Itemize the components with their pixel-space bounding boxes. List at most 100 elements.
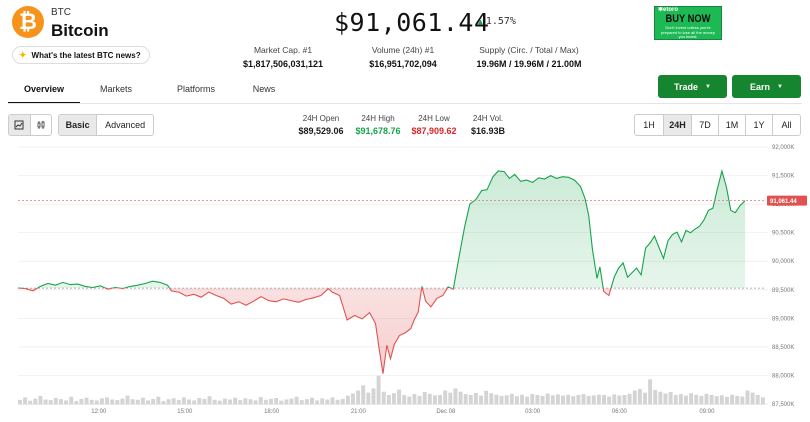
- stat-label: Supply (Circ. / Total / Max): [479, 45, 579, 55]
- volume-bar: [643, 392, 647, 404]
- y-tick-label: 88,500K: [772, 345, 794, 351]
- range-1m-button[interactable]: 1M: [718, 115, 745, 135]
- candlestick-icon[interactable]: [29, 115, 51, 135]
- volume-bar: [668, 392, 673, 404]
- ad-cta: BUY NOW: [665, 13, 711, 25]
- volume-bar: [207, 396, 212, 404]
- volume-bar: [356, 390, 361, 404]
- volume-bar: [187, 399, 191, 404]
- volume-bar: [43, 399, 48, 404]
- volume-bar: [140, 397, 145, 404]
- volume-bar: [622, 395, 627, 404]
- volume-bar: [581, 394, 586, 404]
- volume-bar: [330, 397, 335, 404]
- volume-bar: [535, 395, 540, 404]
- volume-bar: [443, 390, 448, 404]
- ohlc-high: 24H High $91,678.76: [347, 114, 409, 136]
- volume-bar: [448, 392, 453, 404]
- ad-disclaimer: Don't invest unless you're prepared to l…: [661, 25, 715, 39]
- volume-stat: Volume (24h) #1 $16,951,702,094: [348, 45, 458, 69]
- etoro-ad-banner[interactable]: ✱etoro BUY NOW Don't invest unless you'r…: [654, 6, 722, 40]
- volume-bar: [422, 392, 427, 404]
- volume-bar: [617, 395, 622, 404]
- news-button[interactable]: ✦ What's the latest BTC news?: [12, 46, 150, 64]
- basic-mode-button[interactable]: Basic: [59, 115, 97, 135]
- volume-bar: [719, 395, 724, 404]
- volume-bar: [591, 395, 596, 404]
- volume-bar: [197, 398, 202, 404]
- volume-bar: [340, 398, 345, 404]
- tab-news[interactable]: News: [252, 84, 276, 94]
- volume-bar: [576, 395, 581, 404]
- volume-bar: [115, 400, 120, 404]
- chevron-down-icon: ▼: [777, 83, 783, 90]
- y-tick-label: 91,500K: [772, 174, 794, 180]
- tab-markets[interactable]: Markets: [99, 84, 132, 94]
- range-24h-button[interactable]: 24H: [663, 115, 691, 135]
- advanced-mode-button[interactable]: Advanced: [96, 115, 153, 135]
- volume-bar: [453, 388, 458, 404]
- volume-bar: [596, 394, 601, 404]
- volume-bar: [704, 393, 709, 404]
- volume-bar: [514, 396, 519, 404]
- volume-bar: [678, 394, 683, 404]
- volume-bar: [735, 395, 740, 404]
- volume-bar: [694, 394, 699, 404]
- range-1h-button[interactable]: 1H: [643, 120, 655, 130]
- volume-bar: [714, 396, 719, 404]
- tab-platforms[interactable]: Platforms: [176, 84, 215, 94]
- volume-bar: [156, 396, 161, 404]
- volume-bar: [648, 379, 653, 404]
- volume-bar: [663, 393, 668, 404]
- volume-bar: [504, 395, 509, 404]
- coin-symbol: BTC: [51, 7, 71, 18]
- tab-overview[interactable]: Overview: [8, 78, 80, 104]
- volume-bar: [289, 398, 294, 404]
- price-line-down: [17, 288, 612, 374]
- volume-bar: [238, 400, 243, 404]
- y-tick-label: 87,500K: [772, 402, 794, 408]
- volume-bar: [192, 400, 197, 404]
- volume-bar: [222, 398, 227, 404]
- earn-button[interactable]: Earn ▼: [732, 75, 801, 98]
- volume-bar: [637, 389, 642, 404]
- volume-bar: [371, 388, 376, 404]
- line-chart-icon[interactable]: [9, 115, 30, 135]
- ohlc-label: 24H High: [361, 114, 395, 123]
- volume-bar: [684, 395, 688, 404]
- volume-bar: [745, 390, 750, 404]
- volume-bar: [28, 400, 33, 404]
- volume-bar: [248, 399, 253, 404]
- volume-bar: [299, 400, 304, 404]
- volume-bar: [304, 399, 309, 404]
- volume-bar: [709, 395, 714, 404]
- news-button-label: What's the latest BTC news?: [31, 50, 141, 60]
- volume-bar: [217, 400, 222, 404]
- sparkle-icon: ✦: [19, 49, 27, 60]
- volume-bar: [320, 398, 325, 404]
- volume-bar: [376, 375, 381, 404]
- range-all-button[interactable]: All: [772, 115, 800, 135]
- volume-bar: [120, 398, 125, 404]
- volume-bar: [438, 395, 443, 404]
- ohlc-label: 24H Vol.: [472, 114, 504, 123]
- volume-bar: [484, 390, 489, 404]
- range-7d-button[interactable]: 7D: [691, 115, 718, 135]
- stat-value: 19.96M / 19.96M / 21.00M: [476, 59, 582, 69]
- volume-bar: [673, 395, 678, 404]
- y-tick-label: 88,000K: [772, 373, 794, 379]
- volume-bar: [417, 395, 422, 404]
- volume-bar: [335, 399, 340, 404]
- ohlc-value: $89,529.06: [298, 126, 344, 136]
- volume-bar: [325, 399, 330, 404]
- ohlc-value: $87,909.62: [411, 126, 457, 136]
- volume-bar: [530, 394, 535, 404]
- price-chart[interactable]: 92,000K91,500K91,000K90,500K90,000K89,50…: [0, 142, 810, 422]
- trade-button[interactable]: Trade ▼: [658, 75, 727, 98]
- volume-bar: [171, 398, 176, 404]
- range-1y-button[interactable]: 1Y: [745, 115, 772, 135]
- volume-bar: [135, 399, 140, 404]
- volume-bar: [38, 395, 43, 404]
- volume-bar: [233, 397, 238, 404]
- volume-bar: [412, 394, 417, 404]
